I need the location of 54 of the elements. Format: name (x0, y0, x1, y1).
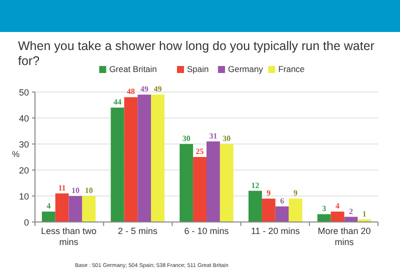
bar (317, 214, 331, 222)
data-label: 4 (336, 202, 340, 211)
legend-label: Germany (228, 64, 264, 74)
data-label: 9 (294, 188, 298, 198)
bar (330, 212, 344, 222)
bar (110, 108, 124, 222)
bar (124, 97, 138, 222)
bar (248, 190, 262, 222)
bar (151, 94, 164, 222)
bar (206, 141, 220, 222)
bar (55, 193, 69, 222)
y-axis-title: % (12, 149, 20, 159)
y-tick-label: 0 (24, 218, 29, 228)
data-label: 49 (154, 84, 162, 94)
x-tick-label: Less than two mins (40, 226, 97, 247)
data-label: 49 (140, 84, 148, 94)
bar (275, 206, 289, 222)
x-tick-label: 2 - 5 mins (118, 226, 158, 236)
legend-label: France (278, 64, 305, 74)
bar (262, 198, 276, 222)
data-label: 10 (84, 186, 93, 195)
bar (68, 196, 82, 222)
data-label: 48 (126, 87, 135, 96)
y-tick-label: 20 (18, 166, 29, 176)
data-label: 2 (348, 206, 353, 216)
bar (82, 196, 96, 222)
data-label: 31 (209, 131, 218, 140)
data-label: 25 (196, 147, 204, 156)
bar (180, 144, 194, 222)
data-label: 9 (266, 188, 271, 198)
x-tick-label: More than 20 mins (318, 226, 371, 247)
data-label: 4 (46, 202, 51, 211)
legend-label: Great Britain (109, 64, 158, 74)
y-tick-label: 10 (18, 192, 29, 202)
data-label: 30 (182, 134, 190, 143)
data-label: 6 (280, 196, 284, 206)
x-tick-label: 11 - 20 mins (250, 226, 300, 236)
legend-label: Spain (187, 64, 210, 74)
bar (138, 94, 152, 222)
data-label: 1 (362, 209, 366, 218)
data-label: 12 (251, 180, 260, 190)
y-tick-label: 40 (18, 114, 29, 124)
bar (42, 212, 56, 222)
data-label: 11 (58, 183, 66, 192)
bar (288, 198, 302, 222)
y-tick-label: 30 (18, 140, 29, 150)
data-label: 3 (322, 204, 326, 214)
y-tick-label: 50 (18, 88, 29, 98)
bar (220, 144, 234, 222)
data-label: 10 (71, 186, 80, 195)
x-tick-label: 6 - 10 mins (184, 226, 230, 236)
data-label: 44 (113, 98, 122, 107)
data-label: 30 (222, 134, 231, 143)
bar (193, 157, 206, 222)
